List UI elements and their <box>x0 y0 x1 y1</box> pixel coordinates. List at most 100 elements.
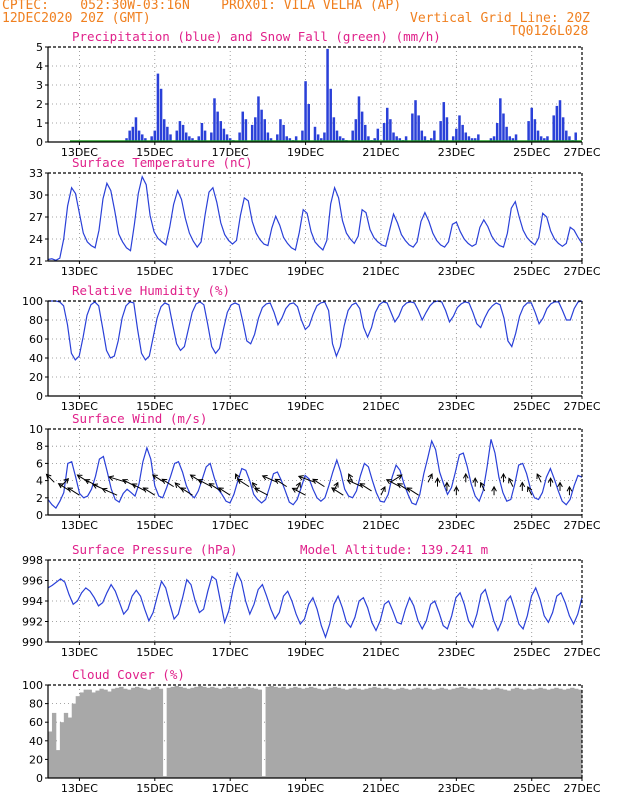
precip-bar <box>304 81 307 142</box>
wind-arrow <box>67 487 80 496</box>
precip-bar <box>392 132 395 142</box>
series-line <box>47 571 583 639</box>
cloud-bar <box>48 731 53 778</box>
x-tick-label: 15DEC <box>136 400 173 413</box>
x-tick-label: 27DEC <box>563 146 600 159</box>
cloud-bar <box>384 687 389 778</box>
cloud-bar <box>356 688 361 778</box>
cloud-bar <box>249 687 255 778</box>
panel-title: Surface Temperature (nC) <box>72 155 253 170</box>
precip-bar <box>499 98 502 142</box>
precip-bar <box>225 134 229 142</box>
cloud-bar <box>297 687 302 778</box>
precip-bar <box>257 96 260 142</box>
x-tick-label: 19DEC <box>287 400 324 413</box>
cloud-bar <box>162 776 168 778</box>
precip-bar <box>307 104 310 142</box>
cloud-bar <box>522 689 528 778</box>
cloud-bar <box>142 688 148 778</box>
cloud-bar <box>562 689 567 778</box>
precip-bar <box>134 117 138 142</box>
wind-arrow-head <box>217 487 224 493</box>
y-tick-label: 30 <box>29 189 43 202</box>
cloud-bar <box>138 687 144 778</box>
wind-arrow-head <box>508 477 514 484</box>
x-tick-label: 21DEC <box>362 400 399 413</box>
cloud-bar <box>344 689 350 778</box>
wind-arrow-head <box>434 477 441 483</box>
cloud-bar <box>415 687 421 778</box>
precip-bar <box>279 119 282 142</box>
wind-arrow-head <box>63 477 70 484</box>
x-tick-label: 13DEC <box>61 646 98 659</box>
cloud-bar <box>332 686 338 778</box>
cloud-bar <box>368 687 373 778</box>
wind-arrow <box>508 478 514 487</box>
y-tick-label: 100 <box>22 679 43 692</box>
x-tick-label: 13DEC <box>61 519 98 532</box>
precip-bar <box>389 119 392 142</box>
precip-bar <box>316 134 320 142</box>
y-tick-label: 21 <box>29 255 43 268</box>
cloud-bar <box>222 687 227 778</box>
cloud-bar <box>348 688 353 778</box>
wind-arrow-head <box>236 478 243 484</box>
x-tick-label: 17DEC <box>212 646 249 659</box>
cloud-bar <box>313 687 318 778</box>
cloud-bar <box>55 750 61 778</box>
cloud-bar <box>178 686 183 778</box>
wind-arrow-head <box>101 487 108 494</box>
precip-bar <box>269 138 273 142</box>
precip-bar <box>288 138 292 142</box>
x-tick-label: 25DEC <box>513 519 550 532</box>
x-tick-label: 23DEC <box>438 519 475 532</box>
precip-bar <box>210 132 213 142</box>
x-tick-label: 23DEC <box>438 265 475 278</box>
cloud-bar <box>550 688 555 778</box>
x-tick-label: 25DEC <box>513 782 550 795</box>
cloud-bar <box>71 703 77 778</box>
precip-bar <box>404 136 408 142</box>
cloud-bar <box>202 686 207 778</box>
y-tick-label: 80 <box>29 698 43 711</box>
cloud-bar <box>166 687 172 778</box>
x-tick-label: 25DEC <box>513 146 550 159</box>
wind-arrow-head <box>142 487 149 493</box>
x-tick-label: 17DEC <box>212 146 249 159</box>
wind-arrow-head <box>566 485 573 492</box>
cloud-bar <box>459 686 464 778</box>
precip-bar <box>166 126 169 142</box>
y-tick-label: 990 <box>22 636 43 649</box>
precip-bar <box>250 124 254 142</box>
wind-arrow-head <box>385 479 392 485</box>
precip-bar <box>414 100 417 142</box>
cloud-bar <box>257 689 262 778</box>
wind-arrow-head <box>359 483 366 489</box>
precip-bar <box>473 138 477 142</box>
wind-arrow-head <box>57 483 64 489</box>
precip-bar <box>385 107 389 142</box>
wind-arrow <box>254 487 269 496</box>
precip-bar <box>429 138 433 142</box>
cloud-bar <box>439 687 444 778</box>
cloud-bar <box>119 686 124 778</box>
precip-bar <box>203 130 207 142</box>
cloud-bar <box>558 688 563 778</box>
wind-arrow-head <box>291 487 298 493</box>
precip-bar <box>354 119 358 142</box>
y-tick-label: 2 <box>36 492 43 505</box>
x-tick-label: 27DEC <box>563 782 600 795</box>
wind-arrow-head <box>131 483 138 489</box>
precip-bar <box>467 136 471 142</box>
precip-bar <box>219 121 223 142</box>
y-tick-label: 3 <box>36 79 43 92</box>
precip-bar <box>536 130 540 142</box>
precip-bar <box>514 134 518 142</box>
precip-bar <box>461 124 464 142</box>
precip-bar <box>458 115 461 142</box>
cloud-bar <box>127 689 132 778</box>
y-tick-label: 998 <box>22 554 43 567</box>
cloud-bar <box>273 686 278 778</box>
y-tick-label: 27 <box>29 211 43 224</box>
cloud-bar <box>150 687 156 778</box>
